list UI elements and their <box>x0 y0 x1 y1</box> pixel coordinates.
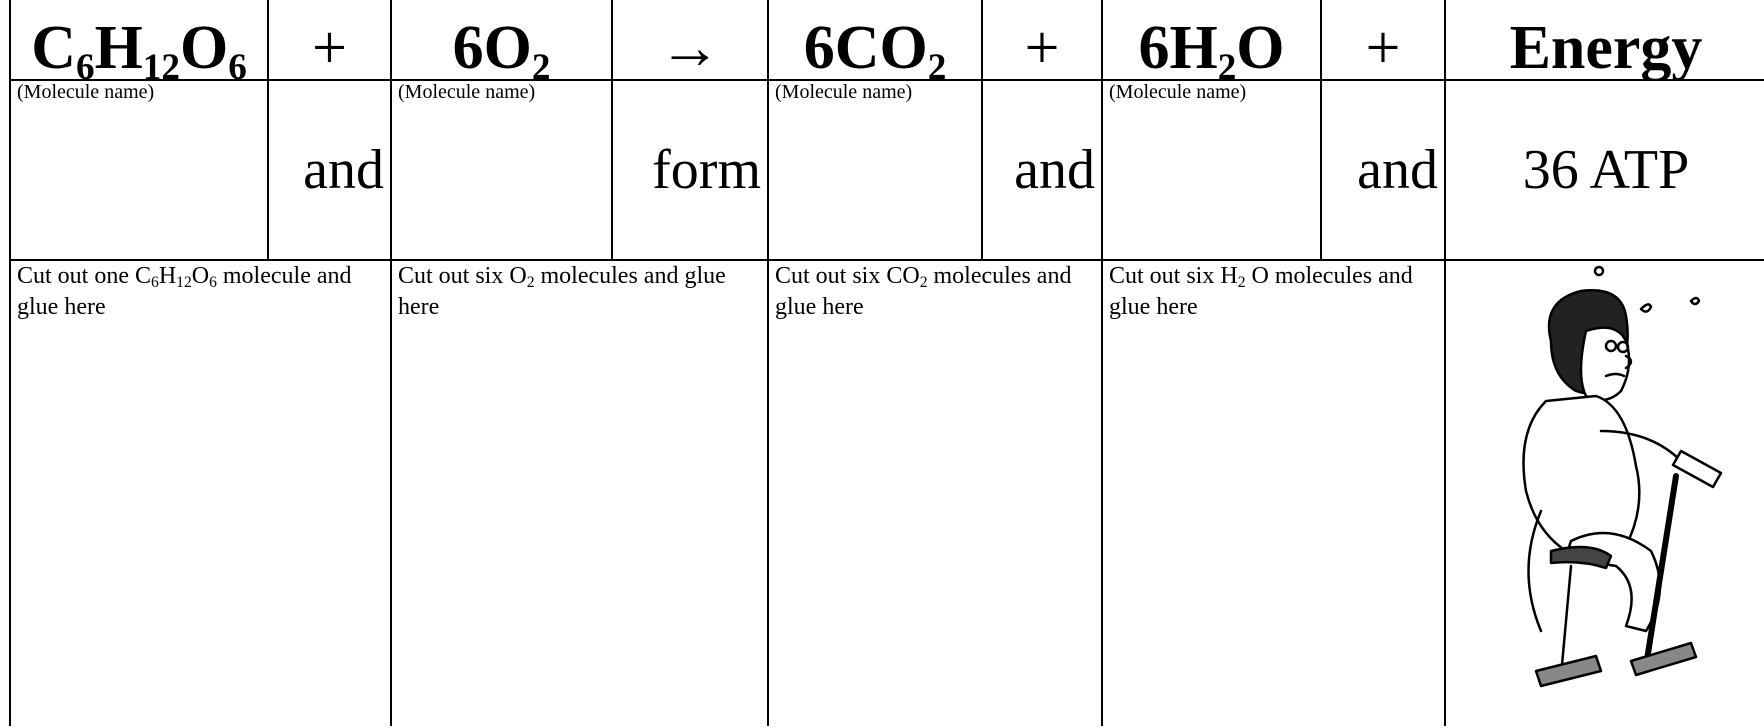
sweat-drop <box>1595 267 1603 275</box>
molecule-name-label: (Molecule name) <box>17 81 154 103</box>
face <box>1581 328 1629 400</box>
molecule-name-label: (Molecule name) <box>775 81 912 103</box>
subscript: 2 <box>920 274 928 291</box>
text-segment: Cut out one C <box>17 263 151 289</box>
connector-word: and <box>303 139 384 201</box>
instruction-row: Cut out one C6H12O6 molecule and glue he… <box>10 260 1764 726</box>
text-segment: Energy <box>1510 14 1703 80</box>
text-segment: H <box>95 14 143 80</box>
formula-cell: Energy <box>1445 0 1764 80</box>
text-segment: H <box>159 263 176 289</box>
equation-row: C6H12O6+6O2→6CO2+6H2O+Energy <box>10 0 1764 80</box>
text-segment: Cut out six CO <box>775 263 920 289</box>
molecule-name-label: (Molecule name) <box>1109 81 1246 103</box>
word-cell: (Molecule name) <box>391 80 612 260</box>
subscript: 6 <box>76 47 95 80</box>
molecule-name-label: (Molecule name) <box>398 81 535 103</box>
instruction-cell: Cut out six CO2 molecules and glue here <box>768 260 1102 726</box>
subscript: 12 <box>143 47 180 80</box>
subscript: 2 <box>928 47 947 80</box>
picture-cell <box>1445 260 1764 726</box>
word-row: (Molecule name) and (Molecule name) form (Mo… <box>10 80 1764 260</box>
seat-post <box>1561 566 1571 676</box>
instruction-cell: Cut out six H2 O molecules and glue here <box>1102 260 1445 726</box>
subscript: 2 <box>532 47 551 80</box>
word-cell: 36 ATP <box>1445 80 1764 260</box>
instruction-cell: Cut out one C6H12O6 molecule and glue he… <box>10 260 391 726</box>
text-segment: O <box>1236 14 1284 80</box>
formula-cell: 6CO2 <box>768 0 982 80</box>
sweat-drop <box>1641 304 1651 311</box>
operator-cell: → <box>612 0 768 80</box>
subscript: 6 <box>151 274 159 291</box>
text-segment: Cut out six H <box>1109 263 1238 289</box>
text-segment: 6H <box>1138 14 1217 80</box>
instruction-cell: Cut out six O2 molecules and glue here <box>391 260 768 726</box>
word-cell: and <box>268 80 391 260</box>
operator-cell: + <box>268 0 391 80</box>
sweat-drop <box>1691 298 1699 304</box>
text-segment: 6CO <box>804 14 928 80</box>
text-segment: 6O <box>453 14 532 80</box>
word-cell: (Molecule name) <box>10 80 268 260</box>
word-cell: (Molecule name) <box>768 80 982 260</box>
operator: + <box>312 14 347 80</box>
word-cell: and <box>982 80 1102 260</box>
formula-cell: 6O2 <box>391 0 612 80</box>
page: {"equation_row": [ {"segments": [{"text"… <box>0 0 1764 728</box>
cyclist-illustration <box>1481 261 1731 701</box>
connector-word: and <box>1357 139 1438 201</box>
operator: → <box>659 14 721 80</box>
formula-cell: 6H2O <box>1102 0 1321 80</box>
operator: + <box>1025 14 1060 80</box>
hoodie <box>1524 396 1640 551</box>
seat <box>1551 547 1611 568</box>
word-cell: form <box>612 80 768 260</box>
word-cell: (Molecule name) <box>1102 80 1321 260</box>
operator: + <box>1366 14 1401 80</box>
subscript: 12 <box>176 274 192 291</box>
formula-cell: C6H12O6 <box>10 0 268 80</box>
foot-base <box>1631 643 1696 675</box>
foot-base <box>1536 656 1601 686</box>
connector-word: and <box>1014 139 1095 201</box>
text-segment: Cut out six O <box>398 263 527 289</box>
text-segment: C <box>31 14 76 80</box>
connector-word: form <box>652 139 761 201</box>
subscript: 6 <box>228 47 247 80</box>
text-segment: O <box>180 14 228 80</box>
operator-cell: + <box>1321 0 1445 80</box>
subscript: 2 <box>1218 47 1237 80</box>
motion-line <box>1529 511 1542 631</box>
text-segment: O <box>192 263 209 289</box>
operator-cell: + <box>982 0 1102 80</box>
energy-amount: 36 ATP <box>1523 139 1690 201</box>
word-cell: and <box>1321 80 1445 260</box>
subscript: 6 <box>209 274 217 291</box>
worksheet-table: C6H12O6+6O2→6CO2+6H2O+Energy (Molecule n… <box>9 0 1764 726</box>
handlebar <box>1673 451 1721 487</box>
